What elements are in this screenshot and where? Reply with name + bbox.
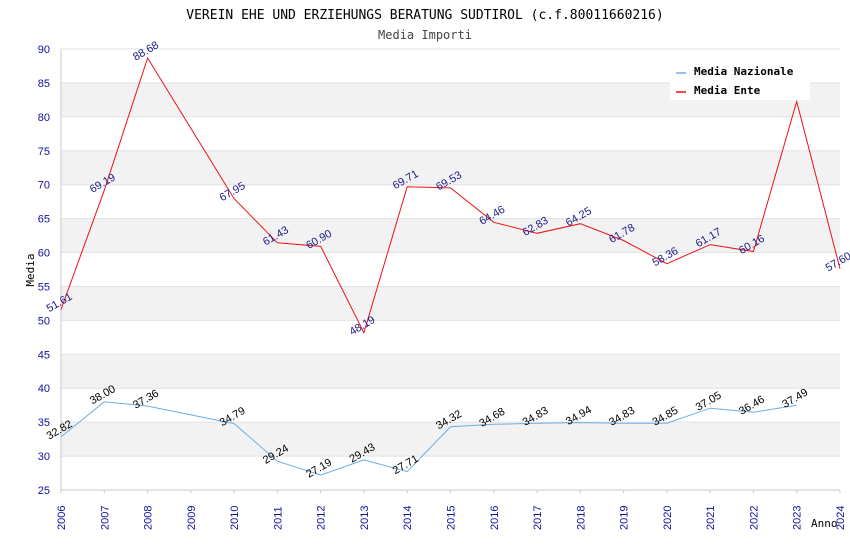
x-tick-label: 2022 (748, 506, 760, 530)
x-tick-label: 2018 (575, 506, 587, 530)
x-tick-label: 2024 (835, 506, 847, 530)
y-tick-label: 45 (38, 349, 50, 361)
x-tick-label: 2009 (186, 506, 198, 530)
y-tick-label: 35 (38, 417, 50, 429)
x-tick-label: 2023 (792, 506, 804, 530)
data-label: 36.46 (737, 394, 767, 418)
data-label: 57.60 (824, 250, 850, 274)
y-tick-label: 40 (38, 383, 50, 395)
chart-subtitle: Media Importi (378, 28, 472, 42)
legend: Media Nazionale Media Ente (670, 60, 810, 100)
y-tick-label: 55 (38, 281, 50, 293)
x-tick-label: 2007 (99, 506, 111, 530)
y-tick-label: 85 (38, 78, 50, 90)
series-line-0 (60, 401, 797, 476)
x-tick-label: 2020 (662, 506, 674, 530)
y-tick-labels: 25 30 35 40 45 50 55 60 65 70 75 80 85 90 (38, 44, 50, 497)
y-tick-label: 30 (38, 451, 50, 463)
y-tick-label: 65 (38, 214, 50, 226)
y-tick-label: 25 (38, 485, 50, 497)
x-tick-label: 2014 (402, 506, 414, 530)
data-label: 37.05 (694, 390, 724, 414)
legend-box (670, 60, 810, 100)
legend-label-nazionale: Media Nazionale (694, 65, 794, 78)
series-line-1 (60, 56, 841, 335)
y-axis-label: Media (24, 253, 37, 286)
data-label: 88.68 (131, 39, 161, 63)
y-tick-label: 70 (38, 180, 50, 192)
grid-band (61, 286, 840, 321)
x-tick-label: 2021 (705, 506, 717, 530)
grid-band (61, 354, 840, 389)
chart-title: VEREIN EHE UND ERZIEHUNGS BERATUNG SUDTI… (186, 8, 663, 23)
grid-band (61, 218, 840, 253)
x-tick-label: 2013 (359, 506, 371, 530)
series-lines (60, 56, 841, 476)
x-tick-label: 2006 (56, 506, 68, 530)
y-tick-label: 90 (38, 44, 50, 56)
y-tick-label: 80 (38, 112, 50, 124)
x-tick-label: 2019 (619, 506, 631, 530)
x-tick-label: 2011 (272, 506, 284, 530)
x-tick-label: 2016 (489, 506, 501, 530)
grid-band (61, 422, 840, 457)
legend-label-ente: Media Ente (694, 84, 761, 97)
x-tick-label: 2008 (143, 506, 155, 530)
x-axis-label: Anno (811, 517, 838, 530)
data-label: 27.19 (304, 456, 334, 480)
y-tick-label: 50 (38, 315, 50, 327)
x-tick-label: 2017 (532, 506, 544, 530)
x-tick-label: 2010 (229, 506, 241, 530)
data-label: 37.49 (780, 387, 810, 411)
y-tick-label: 60 (38, 248, 50, 260)
x-tick-label: 2012 (316, 506, 328, 530)
x-tick-labels: 2006 2007 2008 2009 2010 2011 2012 2013 2014 2015… (56, 506, 847, 530)
axes (60, 49, 841, 493)
x-tick-label: 2015 (446, 506, 458, 530)
y-tick-label: 75 (38, 146, 50, 158)
grid-band (61, 150, 840, 185)
